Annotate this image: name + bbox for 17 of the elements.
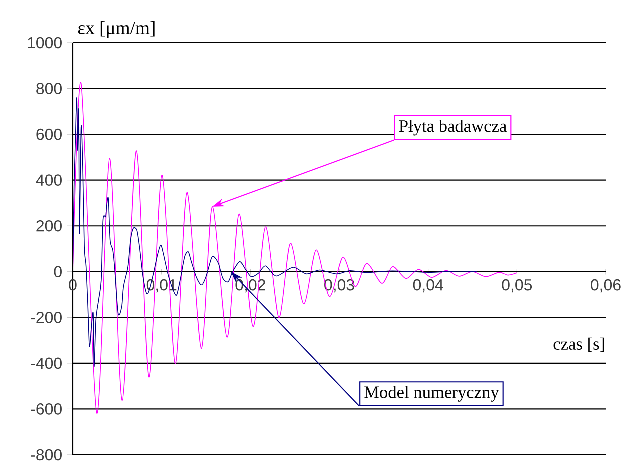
annotation: Model numeryczny — [364, 386, 500, 402]
y-tick-label: 0 — [54, 266, 62, 278]
y-axis-title: εx [μm/m] — [78, 21, 155, 38]
y-tick-label: 800 — [36, 83, 62, 94]
x-axis-title: czas [s] — [554, 338, 604, 352]
y-tick-label: 400 — [36, 174, 62, 186]
y-tick-label: 600 — [36, 128, 62, 140]
y-tick-label: -600 — [31, 404, 62, 415]
y-tick-label: -400 — [31, 358, 62, 370]
x-tick-label: 0,04 — [413, 279, 444, 293]
x-tick-label: 0,05 — [502, 279, 532, 293]
y-tick-label: 1000 — [28, 37, 62, 49]
y-tick-label: -800 — [31, 449, 62, 461]
y-tick-label: -200 — [31, 312, 62, 324]
x-tick-label: 0,06 — [591, 279, 621, 293]
annotation: Płyta badawcza — [399, 120, 507, 136]
y-tick-label: 200 — [36, 220, 62, 232]
